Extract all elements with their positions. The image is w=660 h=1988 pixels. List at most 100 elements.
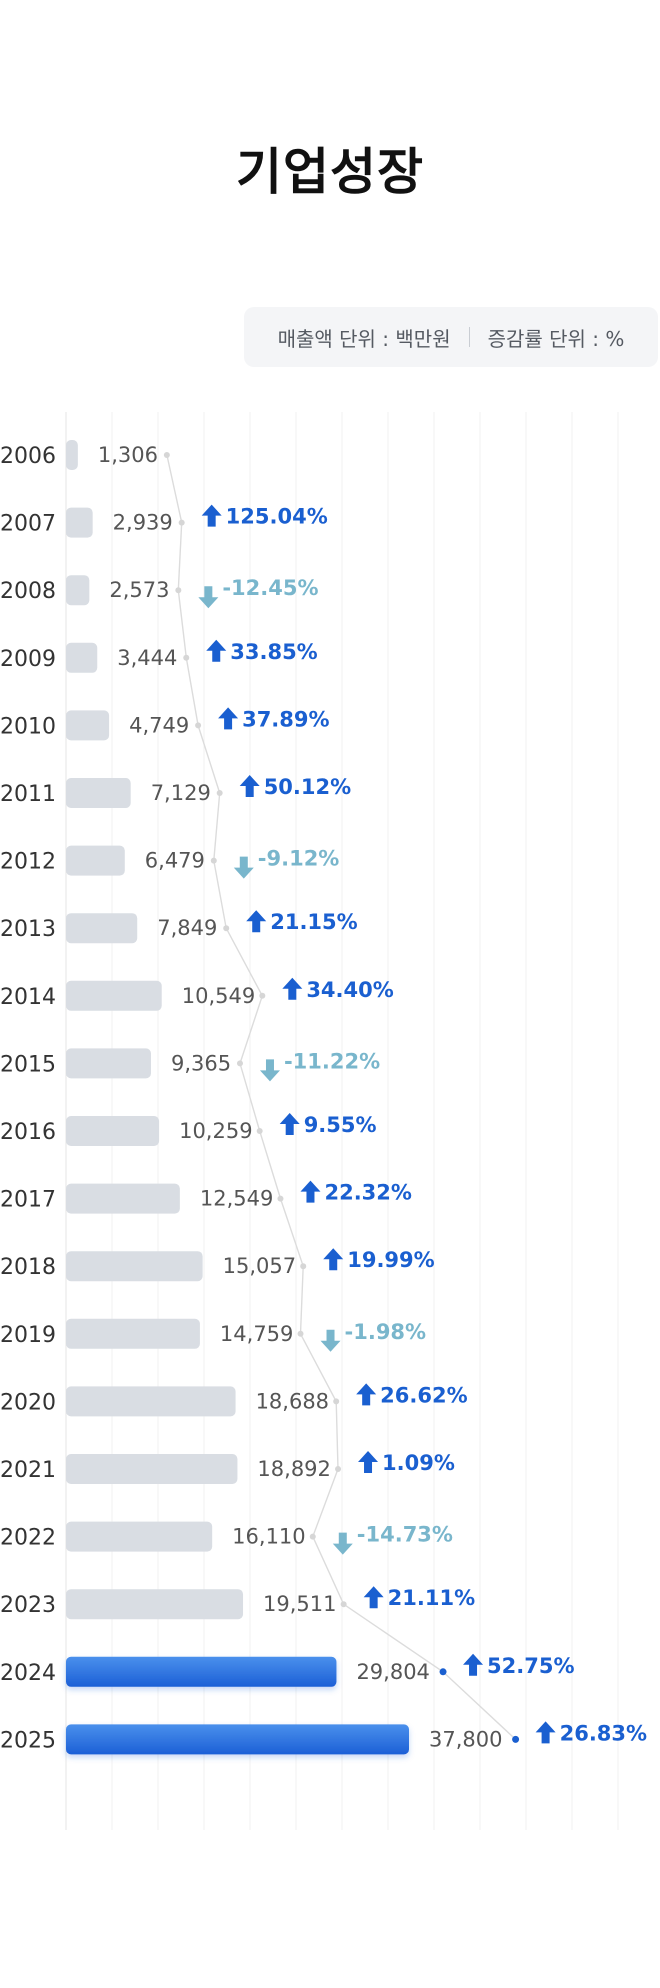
growth-label-2024: 52.75% [487,1654,574,1678]
trend-dot-2009 [183,654,190,661]
bar-2020 [66,1386,236,1417]
arrow-up-icon [246,910,267,933]
trend-dot-2023 [340,1601,347,1608]
trend-polyline [166,454,517,1740]
bar-2014 [66,980,162,1011]
year-label-2021: 2021 [0,1458,56,1483]
year-label-2008: 2008 [0,579,56,604]
growth-label-2011: 50.12% [264,775,351,799]
bar-2010 [66,710,110,741]
year-label-2024: 2024 [0,1661,56,1686]
growth-label-2013: 21.15% [270,910,357,934]
bar-2019 [66,1318,200,1349]
arrow-down-icon [198,586,219,609]
year-label-2023: 2023 [0,1593,56,1618]
value-label-2006: 1,306 [98,443,158,467]
growth-label-2021: 1.09% [382,1451,455,1475]
trend-dot-2012 [210,857,217,864]
growth-label-2014: 34.40% [306,978,393,1002]
value-label-2013: 7,849 [157,916,217,940]
value-label-2024: 29,804 [356,1660,429,1684]
year-label-2013: 2013 [0,917,56,942]
year-label-2009: 2009 [0,647,56,672]
value-label-2025: 37,800 [429,1727,502,1751]
arrow-up-icon [358,1451,379,1473]
arrow-up-icon [300,1180,321,1203]
arrow-down-icon [259,1059,280,1082]
growth-label-2022: -14.73% [357,1523,453,1547]
value-label-2007: 2,939 [113,511,173,535]
year-label-2010: 2010 [0,714,56,739]
trend-dot-2010 [195,722,202,729]
year-label-2014: 2014 [0,985,56,1010]
year-label-2019: 2019 [0,1323,56,1348]
year-label-2007: 2007 [0,512,56,537]
value-label-2008: 2,573 [109,578,169,602]
trend-dot-2006 [163,452,170,458]
trend-dot-2017 [277,1195,284,1202]
growth-label-2009: 33.85% [230,640,317,664]
bar-2012 [66,845,125,876]
arrow-up-icon [463,1653,484,1676]
bar-2022 [66,1521,213,1552]
trend-dot-2019 [297,1330,304,1337]
trend-dot-2018 [300,1263,307,1270]
bar-2013 [66,913,138,944]
bar-2025 [66,1724,409,1755]
growth-label-2017: 22.32% [324,1181,411,1205]
trend-line [163,452,520,1743]
trend-dot-2011 [216,790,223,796]
arrow-up-icon [535,1721,556,1744]
value-label-2020: 18,688 [256,1389,329,1413]
arrow-up-icon [323,1248,344,1271]
bars [66,440,409,1755]
bar-2024 [66,1656,337,1687]
unit-divider [468,327,470,347]
trend-dot-2016 [256,1128,263,1134]
trend-dot-2022 [309,1533,316,1540]
arrow-down-icon [233,856,254,879]
value-label-2022: 16,110 [232,1525,305,1549]
revenue-unit-label: 매출액 단위 : 백만원 [277,326,451,351]
growth-label-2018: 19.99% [347,1248,434,1272]
bar-2021 [66,1454,238,1484]
bar-2009 [66,642,98,673]
arrow-up-icon [356,1383,377,1406]
year-label-2017: 2017 [0,1188,56,1213]
page-title: 기업성장 [236,143,424,201]
year-label-2006: 2006 [0,444,56,469]
value-label-2021: 18,892 [257,1457,330,1481]
arrow-down-icon [332,1532,353,1555]
trend-dot-2021 [335,1466,342,1472]
arrow-up-icon [206,639,227,662]
labels: 2006 1,306 2007 2,939 125.04% 2008 2,573 -12.45… [0,443,647,1753]
trend-dot-2020 [333,1398,340,1405]
value-label-2015: 9,365 [171,1051,231,1075]
arrow-down-icon [320,1329,341,1352]
growth-label-2020: 26.62% [380,1383,467,1407]
value-label-2014: 10,549 [182,984,255,1008]
bar-2008 [66,575,90,606]
value-label-2016: 10,259 [179,1119,252,1143]
year-label-2020: 2020 [0,1390,56,1415]
year-label-2015: 2015 [0,1052,56,1077]
trend-dot-2008 [175,587,182,594]
bar-2015 [66,1048,151,1079]
trend-dot-2025 [512,1735,520,1743]
bar-2006 [66,440,78,470]
bar-2023 [66,1589,244,1620]
trend-dot-2013 [223,925,230,932]
value-label-2009: 3,444 [117,646,177,670]
year-label-2016: 2016 [0,1120,56,1145]
growth-label-2015: -11.22% [284,1049,380,1073]
bar-2017 [66,1183,180,1214]
bar-2018 [66,1251,203,1282]
growth-label-2023: 21.11% [388,1586,475,1610]
value-label-2012: 6,479 [145,849,205,873]
arrow-up-icon [239,775,260,797]
value-label-2017: 12,549 [200,1187,273,1211]
year-label-2022: 2022 [0,1526,56,1551]
trend-dot-2024 [439,1668,447,1676]
unit-legend: 매출액 단위 : 백만원 증감률 단위 : % [244,307,658,367]
bar-2007 [66,507,93,538]
